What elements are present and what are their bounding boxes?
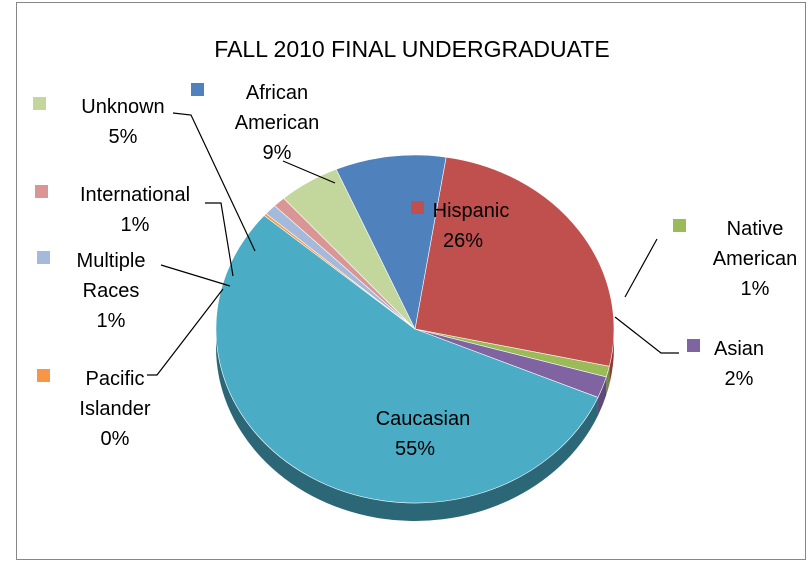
pacific-islander-name-label: Islander — [79, 398, 150, 420]
multiple-races-name-label: Multiple — [77, 250, 146, 272]
african-american-legend-key — [191, 83, 204, 96]
pacific-islander-legend-key — [37, 369, 50, 382]
international-percent-label: 1% — [121, 214, 150, 236]
native-american-name-label: American — [713, 248, 797, 270]
pacific-islander-percent-label: 0% — [101, 428, 130, 450]
asian-legend-key — [687, 339, 700, 352]
hispanic-name-label: Hispanic — [433, 200, 510, 222]
african-american-leader-line — [282, 160, 336, 184]
asian-leader-line — [614, 316, 679, 354]
leader-lines — [147, 112, 679, 376]
chart-frame: FALL 2010 FINAL UNDERGRADUATE Hispanic 26… — [16, 2, 806, 560]
pacific-islander-name-label: Pacific — [86, 368, 145, 390]
native-american-name-label: Native — [727, 218, 784, 240]
native-american-leader-line — [624, 238, 658, 298]
unknown-percent-label: 5% — [109, 126, 138, 148]
caucasian-name-label: Caucasian — [376, 408, 471, 430]
hispanic-slice — [414, 156, 615, 367]
native-american-legend-key — [673, 219, 686, 232]
african-american-slice — [335, 154, 447, 330]
pacific-islander-leader-line — [147, 288, 224, 376]
caucasian-legend-key — [358, 409, 371, 422]
asian-percent-label: 2% — [725, 368, 754, 390]
unknown-legend-key — [33, 97, 46, 110]
multiple-races-percent-label: 1% — [97, 310, 126, 332]
data-labels: Hispanic 26% Native American 1% Asian 2% Caucas… — [33, 82, 797, 460]
chart-title: FALL 2010 FINAL UNDERGRADUATE — [214, 36, 609, 62]
african-american-name-label: African — [246, 82, 308, 104]
unknown-name-label: Unknown — [81, 96, 164, 118]
hispanic-percent-label: 26% — [443, 230, 483, 252]
caucasian-percent-label: 55% — [395, 438, 435, 460]
international-leader-line — [205, 202, 234, 277]
asian-side — [597, 376, 607, 416]
international-name-label: International — [80, 184, 190, 206]
hispanic-legend-key — [411, 201, 424, 214]
multiple-races-name-label: Races — [83, 280, 140, 302]
pie-slices — [215, 154, 615, 504]
native-american-percent-label: 1% — [741, 278, 770, 300]
pie-chart: FALL 2010 FINAL UNDERGRADUATE Hispanic 26… — [33, 36, 797, 521]
unknown-leader-line — [172, 112, 256, 252]
international-legend-key — [35, 185, 48, 198]
african-american-percent-label: 9% — [263, 142, 292, 164]
multiple-races-legend-key — [37, 251, 50, 264]
multiple-races-leader-line — [160, 264, 231, 287]
native-american-side — [606, 366, 610, 395]
asian-name-label: Asian — [714, 338, 764, 360]
african-american-name-label: American — [235, 112, 319, 134]
